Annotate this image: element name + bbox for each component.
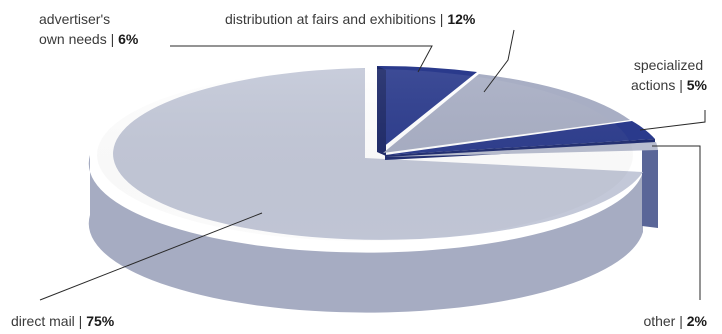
slice-side-other xyxy=(642,147,658,228)
label-distribution-at-fairs: distribution at fairs and exhibitions | … xyxy=(225,11,476,27)
top-shade xyxy=(97,69,633,241)
slice-tops xyxy=(97,65,658,241)
label-other: other | 2% xyxy=(643,313,707,329)
leader-specialized-actions xyxy=(639,110,706,131)
leader-other xyxy=(652,145,701,300)
leader-lines xyxy=(39,29,706,301)
label-specialized-actions: specialized actions | 5% xyxy=(631,57,708,93)
slice-sides xyxy=(88,147,658,313)
slice-side-direct-mail xyxy=(88,155,644,313)
leader-direct-mail xyxy=(39,212,263,301)
slice-labels: advertiser's own needs | 6% distribution… xyxy=(11,11,708,329)
leader-distribution-at-fairs xyxy=(483,29,515,93)
label-direct-mail: direct mail | 75% xyxy=(11,313,115,329)
leader-advertisers-own-needs xyxy=(170,45,433,73)
label-advertisers-own-needs: advertiser's own needs | 6% xyxy=(39,11,139,47)
